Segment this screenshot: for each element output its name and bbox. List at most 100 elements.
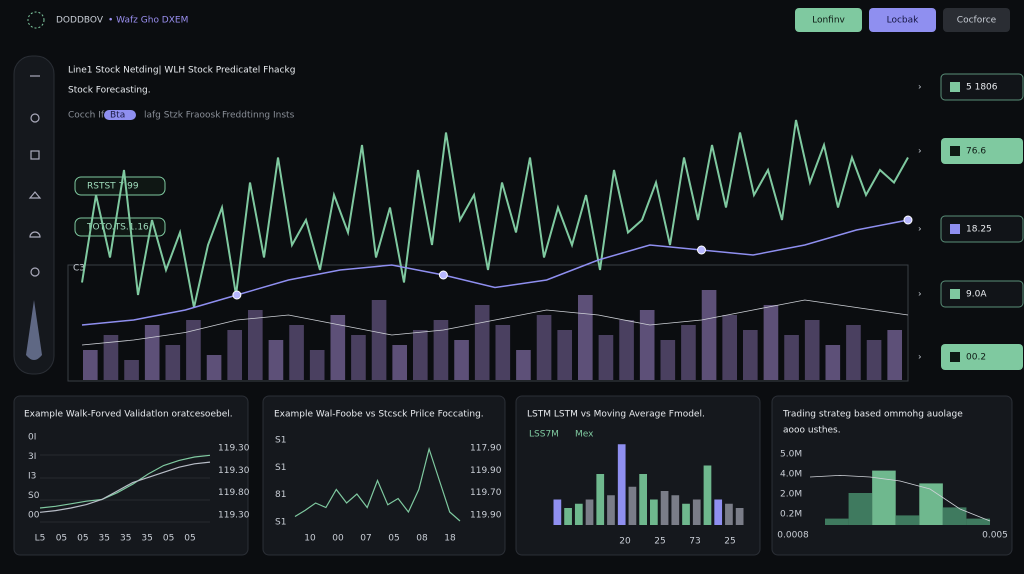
header-button[interactable] [943,8,1010,32]
panel-title: Example Wal-Foobe vs Stcsck Prilce Focca… [274,410,484,420]
stat-icon [950,146,960,156]
x-tick-label: L5 [35,534,46,544]
forecast-point [438,270,448,280]
bar [596,474,605,525]
panel-title: Trading strateg based ommohg auolage [782,410,963,420]
bar [650,499,658,525]
bar [887,330,902,380]
bar [735,508,744,525]
stat-value: 9.0A [966,290,987,300]
y-tick-label: 119.70 [470,488,502,498]
panel-title: Example Walk-Forved Validatlon oratcesoe… [24,410,233,420]
bar [763,305,779,380]
stat-value: 18.25 [966,225,992,235]
legend-label: Cocch Ife: [68,111,113,121]
bar [784,335,799,380]
stat-box [940,73,1024,101]
x-tick-label: 35 [99,534,110,544]
axis-label: C3 [73,264,85,274]
bar [872,470,896,525]
bar [804,320,820,380]
nav-icon[interactable] [29,231,41,238]
bar [895,515,920,525]
bar [660,491,669,525]
x-tick-label: 07 [360,534,371,544]
nav-icon[interactable] [30,150,40,160]
legend-label: Mex [575,430,594,440]
bar [351,335,366,380]
trend-line [81,299,909,346]
panel [515,395,761,556]
bar [144,325,160,380]
x-tick-label: 05 [388,534,399,544]
x-tick-label: 25 [724,537,735,547]
bar [639,310,655,380]
x-tick-label: 05 [184,534,195,544]
legend-label: Bta [110,111,125,121]
forecast-point [903,215,913,225]
badge [74,217,166,237]
y-tick-label: 119.90 [470,466,502,476]
stat-icon [950,82,960,92]
panel-line [294,446,461,522]
brand: DODDBOV [56,16,104,26]
y-tick-label: 4.0M [780,470,802,480]
bar [619,320,634,380]
x-tick-label: 25 [654,537,665,547]
header-button[interactable] [869,8,936,32]
stat-value: 00.2 [966,353,986,363]
stat-arrow: › [918,353,922,363]
bar [392,345,407,380]
y-tick-label: 119.80 [218,488,250,498]
stat-value: 76.6 [966,147,986,157]
y-tick-label: 117.90 [470,444,502,454]
forecast-line [81,219,909,326]
stat-box [940,215,1024,243]
bar [330,315,346,380]
bar [309,350,325,380]
bar [585,499,594,525]
legend-label: lafg Stzk Fraoosk [144,111,221,121]
nav-icon[interactable] [30,267,40,277]
nav-icon[interactable] [30,113,40,123]
bar [495,325,511,380]
y-tick-label: 0.2M [780,510,802,520]
x-tick-label: 05 [56,534,67,544]
stat-icon [950,289,960,299]
bar [682,503,690,525]
bar [628,486,637,525]
x-tick-label: 05 [163,534,174,544]
stat-arrow: › [918,83,922,93]
x-tick-label: 08 [416,534,428,544]
bar [660,340,676,380]
panel-line [39,461,211,513]
logo [27,11,45,29]
nav-icon[interactable] [28,191,42,199]
bar [433,320,449,380]
y-tick-label: S0 [28,491,40,501]
panel [13,395,249,556]
badge-label: TOTO.TS.1.16 [86,223,149,233]
bar [227,330,242,380]
bar [617,444,626,525]
x-tick-label: 35 [120,534,131,544]
bar [289,325,304,380]
bar [553,499,562,525]
x-tick-label: 73 [689,537,700,547]
bar [454,340,469,380]
forecast-point [697,245,706,255]
sidebar [13,55,55,375]
panel [262,395,506,556]
bar [574,503,583,525]
y-tick-label: 119.90 [470,511,502,521]
bar [516,350,531,380]
legend-label: Freddtinng Insts [222,111,295,121]
bar [124,360,139,380]
bar [866,340,882,380]
header-button[interactable] [795,8,862,32]
x-tick-label: 18 [444,534,456,544]
bar [703,465,712,525]
bar [165,345,181,380]
legend-chip [104,110,136,120]
button-label: Lonfinv [812,16,845,26]
